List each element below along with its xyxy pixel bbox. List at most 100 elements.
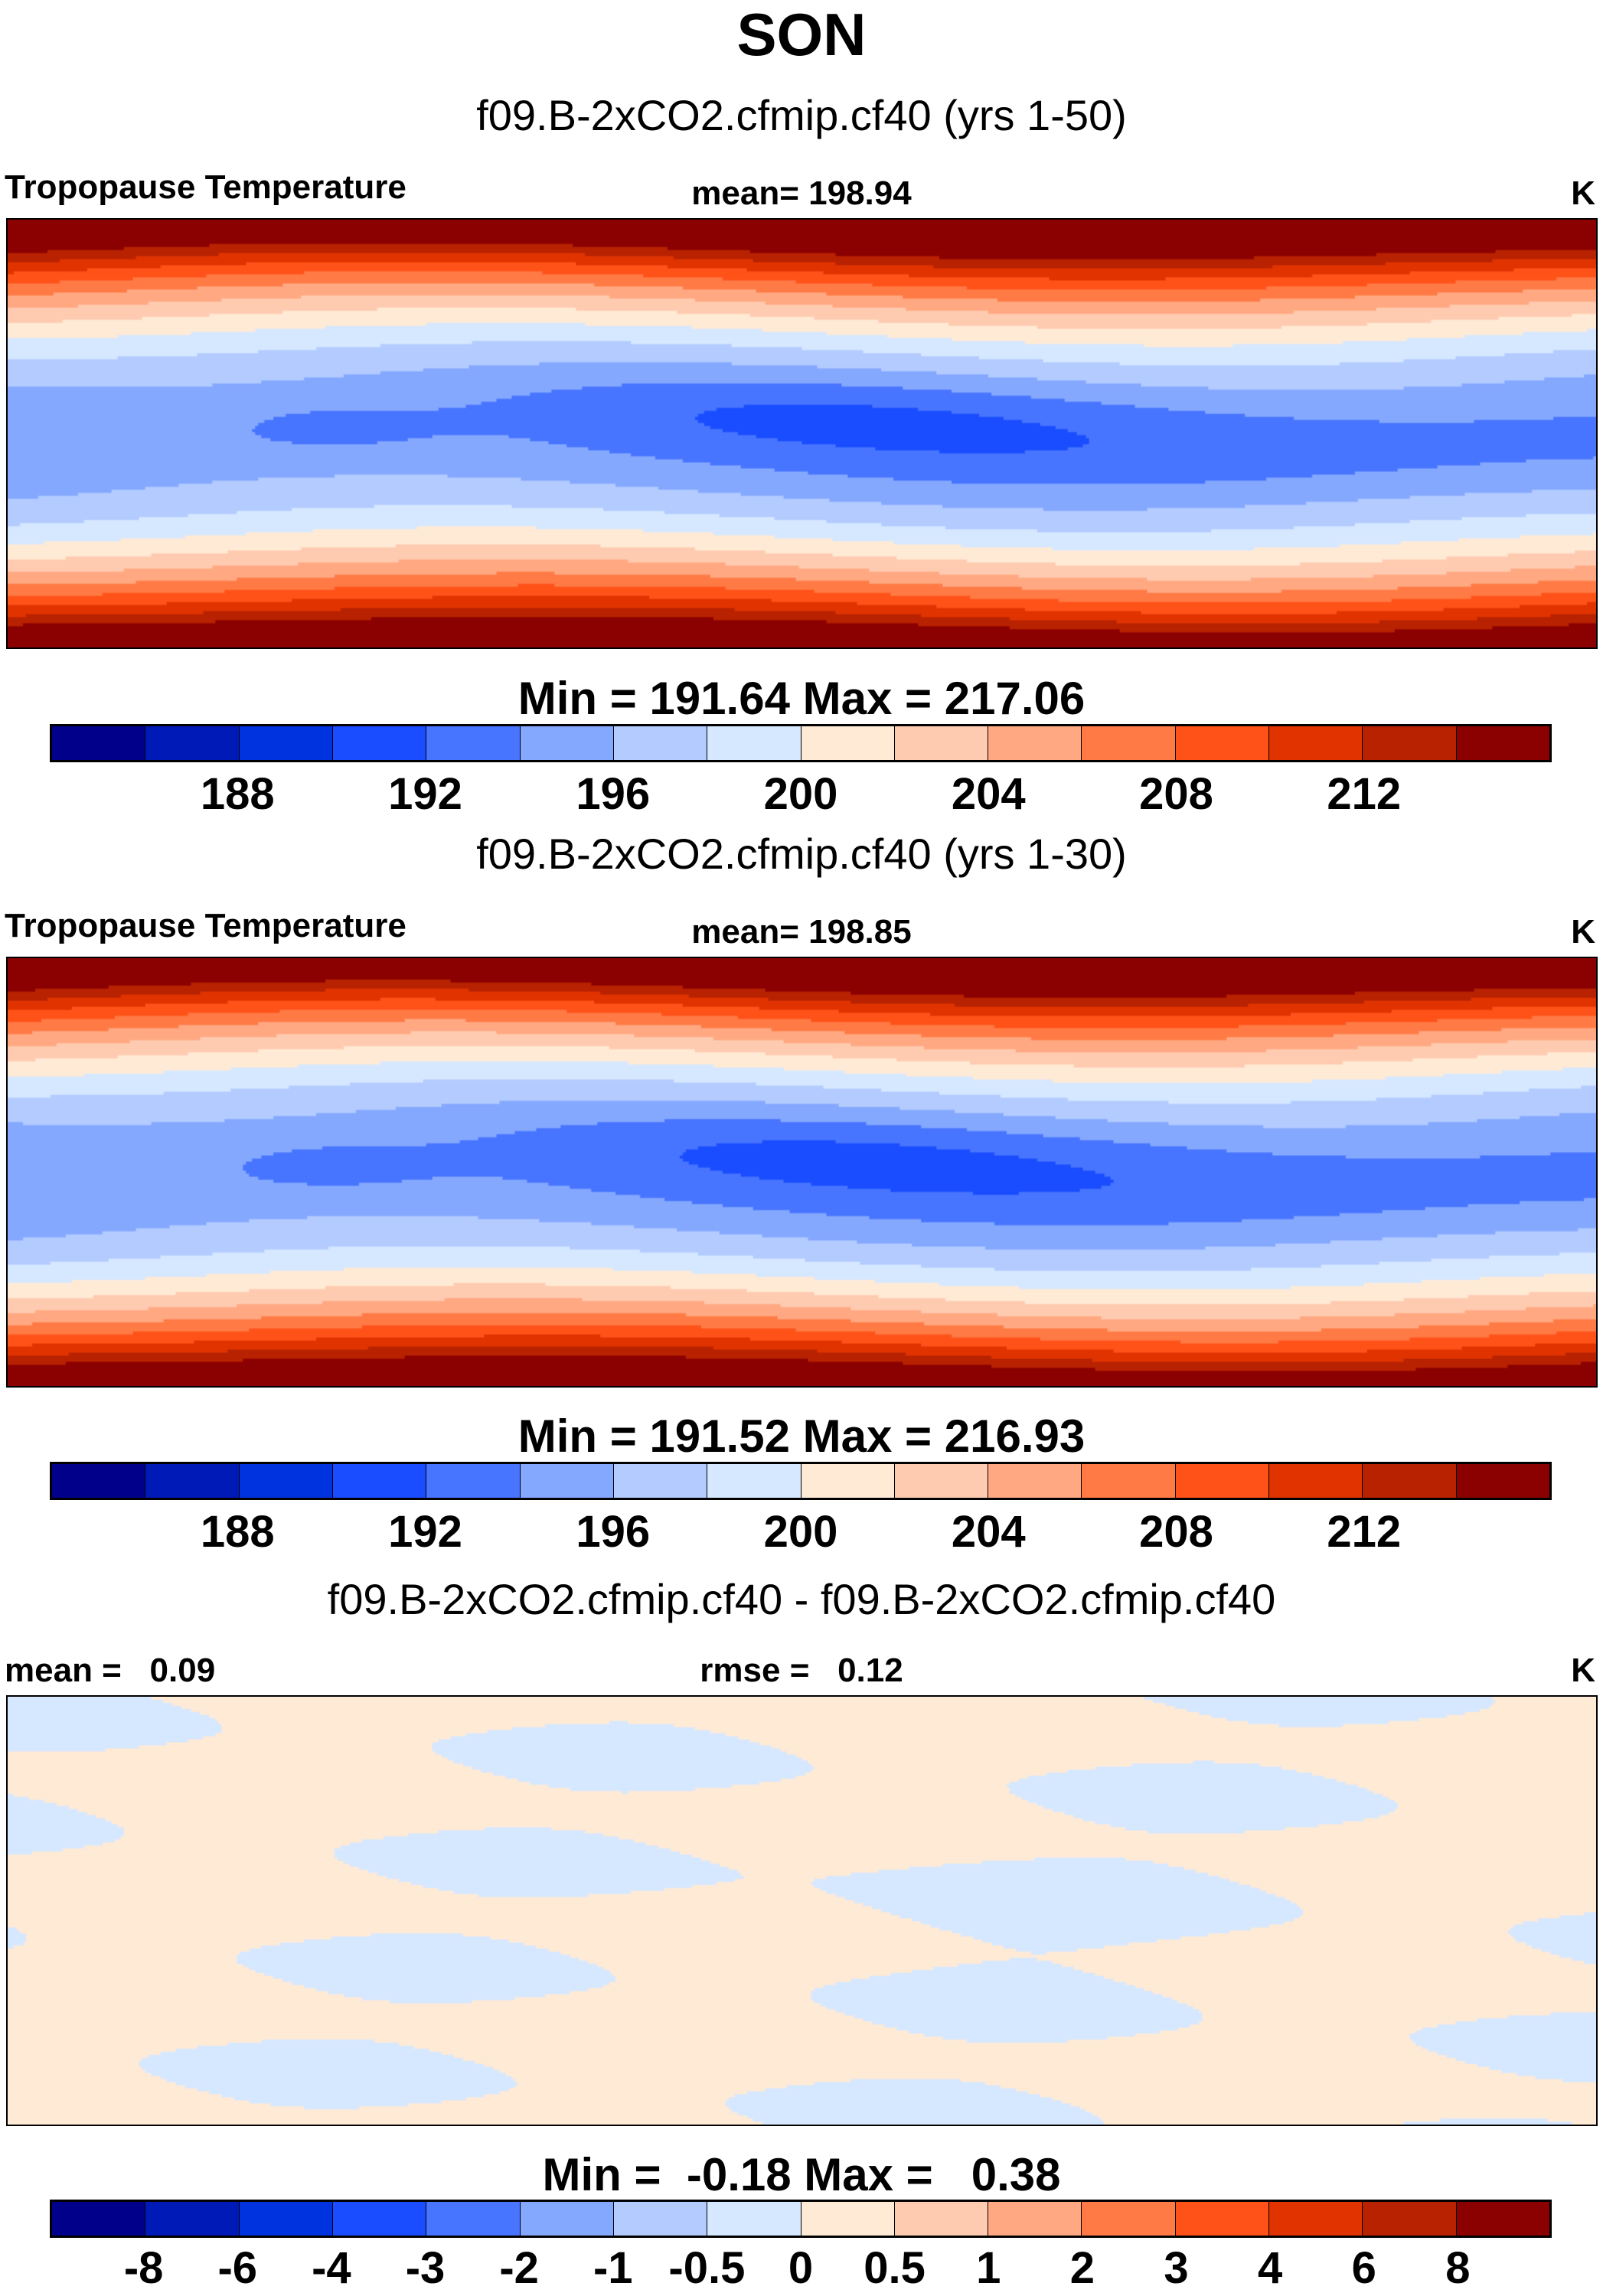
panel3-subtitle: f09.B-2xCO2.cfmip.cf40 - f09.B-2xCO2.cfm… bbox=[327, 1575, 1276, 1623]
colorbar-tick-label: -3 bbox=[405, 2243, 446, 2293]
panel1-colorbar bbox=[50, 724, 1552, 762]
colorbar-box bbox=[1363, 726, 1457, 760]
colorbar-tick-label: -1 bbox=[593, 2243, 633, 2293]
colorbar-tick-label: 208 bbox=[1139, 1507, 1213, 1557]
panel2-subtitle: f09.B-2xCO2.cfmip.cf40 (yrs 1-30) bbox=[476, 830, 1127, 878]
colorbar-box bbox=[613, 2202, 708, 2236]
colorbar-tick-label: 192 bbox=[388, 769, 462, 819]
colorbar-tick-label: 4 bbox=[1257, 2243, 1283, 2293]
colorbar-box bbox=[1269, 1464, 1363, 1498]
colorbar-tick-label: 6 bbox=[1351, 2243, 1376, 2293]
panel3-contour-field bbox=[8, 1697, 1596, 2125]
panel3-mean-label: mean = 0.09 bbox=[5, 1652, 216, 1689]
panel3-minmax: Min = -0.18 Max = 0.38 bbox=[542, 2149, 1061, 2200]
colorbar-box bbox=[707, 726, 802, 760]
colorbar-box bbox=[1456, 2202, 1549, 2236]
panel1-contour-field bbox=[8, 220, 1596, 647]
colorbar-box bbox=[1269, 2202, 1363, 2236]
colorbar-box bbox=[707, 2202, 802, 2236]
colorbar-box bbox=[1175, 726, 1270, 760]
colorbar-box bbox=[1082, 726, 1176, 760]
colorbar-tick-label: 200 bbox=[763, 1507, 838, 1557]
colorbar-tick-label: -0.5 bbox=[668, 2243, 746, 2293]
colorbar-box bbox=[894, 726, 989, 760]
panel2-colorbar-ticks: 188 192 196 200 204 208 212 bbox=[50, 1506, 1552, 1560]
colorbar-box bbox=[1269, 726, 1363, 760]
panel1-subtitle: f09.B-2xCO2.cfmip.cf40 (yrs 1-50) bbox=[476, 91, 1127, 139]
colorbar-box bbox=[426, 1464, 521, 1498]
panel1-units: K bbox=[1571, 174, 1595, 212]
colorbar-tick-label: 1 bbox=[976, 2243, 1001, 2293]
colorbar-box bbox=[894, 1464, 989, 1498]
colorbar-box bbox=[145, 1464, 240, 1498]
colorbar-tick-label: 204 bbox=[951, 769, 1026, 819]
colorbar-tick-label: -2 bbox=[499, 2243, 539, 2293]
colorbar-box bbox=[1363, 2202, 1457, 2236]
panel2-minmax: Min = 191.52 Max = 216.93 bbox=[517, 1411, 1086, 1462]
panel3-colorbar bbox=[50, 2200, 1552, 2238]
colorbar-box bbox=[988, 1464, 1082, 1498]
colorbar-box bbox=[520, 1464, 614, 1498]
colorbar-box bbox=[239, 726, 333, 760]
colorbar-box bbox=[1456, 1464, 1549, 1498]
panel2-mean-label: mean= 198.85 bbox=[691, 913, 912, 951]
colorbar-box bbox=[988, 2202, 1082, 2236]
colorbar-box bbox=[1363, 1464, 1457, 1498]
colorbar-box bbox=[426, 726, 521, 760]
colorbar-box bbox=[801, 2202, 895, 2236]
colorbar-tick-label: 196 bbox=[576, 769, 651, 819]
panel1-map bbox=[6, 218, 1598, 649]
colorbar-tick-label: 196 bbox=[576, 1507, 651, 1557]
colorbar-tick-label: 212 bbox=[1327, 769, 1402, 819]
colorbar-box bbox=[239, 1464, 333, 1498]
colorbar-tick-label: 0.5 bbox=[864, 2243, 926, 2293]
colorbar-box bbox=[894, 2202, 989, 2236]
colorbar-tick-label: 204 bbox=[951, 1507, 1026, 1557]
colorbar-box bbox=[145, 2202, 240, 2236]
panel1-mean-label: mean= 198.94 bbox=[691, 174, 912, 212]
colorbar-box bbox=[520, 2202, 614, 2236]
panel3-colorbar-ticks: -8 -6 -4 -3 -2 -1 -0.5 0 0.5 1 2 3 4 6 8 bbox=[50, 2242, 1552, 2296]
colorbar-tick-label: -8 bbox=[123, 2243, 164, 2293]
colorbar-box bbox=[1456, 726, 1549, 760]
colorbar-tick-label: 8 bbox=[1445, 2243, 1471, 2293]
colorbar-box bbox=[613, 1464, 708, 1498]
panel2-variable-label: Tropopause Temperature bbox=[5, 907, 406, 944]
colorbar-tick-label: 192 bbox=[388, 1507, 462, 1557]
panel3-units: K bbox=[1571, 1652, 1595, 1689]
figure-title: SON bbox=[736, 1, 867, 68]
colorbar-tick-label: 3 bbox=[1164, 2243, 1189, 2293]
colorbar-tick-label: 2 bbox=[1069, 2243, 1095, 2293]
colorbar-box bbox=[52, 1464, 146, 1498]
colorbar-box bbox=[332, 2202, 427, 2236]
colorbar-tick-label: 0 bbox=[788, 2243, 814, 2293]
colorbar-box bbox=[426, 2202, 521, 2236]
panel2-units: K bbox=[1571, 913, 1595, 951]
panel1-minmax: Min = 191.64 Max = 217.06 bbox=[517, 673, 1086, 724]
colorbar-box bbox=[1082, 2202, 1176, 2236]
panel2-contour-field bbox=[8, 958, 1596, 1386]
panel3-map bbox=[6, 1695, 1598, 2126]
colorbar-tick-label: 188 bbox=[200, 1507, 275, 1557]
colorbar-box bbox=[145, 726, 240, 760]
colorbar-box bbox=[988, 726, 1082, 760]
colorbar-box bbox=[801, 1464, 895, 1498]
colorbar-tick-label: 208 bbox=[1139, 769, 1213, 819]
colorbar-box bbox=[707, 1464, 802, 1498]
colorbar-box bbox=[52, 2202, 146, 2236]
colorbar-box bbox=[332, 726, 427, 760]
colorbar-tick-label: -6 bbox=[217, 2243, 258, 2293]
colorbar-tick-label: 188 bbox=[200, 769, 275, 819]
panel2-map bbox=[6, 957, 1598, 1388]
panel1-variable-label: Tropopause Temperature bbox=[5, 168, 406, 206]
panel3-rmse-label: rmse = 0.12 bbox=[700, 1652, 903, 1689]
colorbar-tick-label: 200 bbox=[763, 769, 838, 819]
colorbar-box bbox=[1175, 1464, 1270, 1498]
colorbar-box bbox=[1082, 1464, 1176, 1498]
colorbar-box bbox=[801, 726, 895, 760]
colorbar-tick-label: -4 bbox=[312, 2243, 351, 2293]
colorbar-box bbox=[239, 2202, 333, 2236]
colorbar-box bbox=[52, 726, 146, 760]
panel1-colorbar-ticks: 188 192 196 200 204 208 212 bbox=[50, 768, 1552, 822]
colorbar-box bbox=[1175, 2202, 1270, 2236]
